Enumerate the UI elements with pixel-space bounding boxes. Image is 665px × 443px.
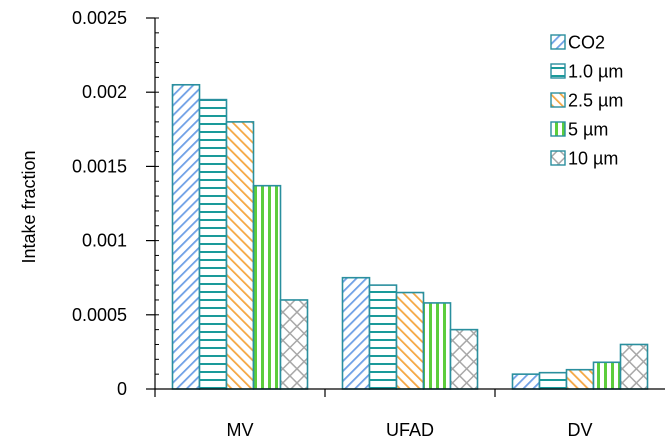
x-tick-label: UFAD [386, 420, 434, 440]
legend-label: 5 µm [568, 120, 608, 140]
y-tick-label: 0.001 [82, 231, 127, 251]
axes-group: 0 0.0005 0.001 0.0015 0.002 0.0025 MV UFAD DV [72, 8, 665, 440]
bar [565, 368, 595, 390]
bars-group [171, 83, 649, 390]
bar [341, 276, 371, 390]
bar [198, 98, 228, 390]
bar [395, 291, 425, 390]
y-tick-label: 0.002 [82, 82, 127, 102]
y-tick-label: 0.0015 [72, 156, 127, 176]
bar [368, 284, 398, 390]
legend-swatch [550, 121, 566, 137]
bar [449, 328, 479, 390]
y-tick-label: 0.0005 [72, 305, 127, 325]
legend-swatch [550, 63, 566, 79]
bar [592, 361, 622, 390]
legend-swatch [550, 34, 566, 50]
x-tick-label: MV [227, 420, 254, 440]
legend-label: 10 µm [568, 149, 618, 169]
bar [422, 302, 452, 390]
legend: CO2 1.0 µm 2.5 µm 5 µm 10 µm [550, 33, 623, 169]
bar [538, 371, 568, 390]
legend-swatch [550, 92, 566, 108]
y-tick-label: 0.0025 [72, 8, 127, 28]
bar [252, 184, 282, 390]
bar [619, 343, 649, 390]
bar [511, 373, 541, 390]
legend-swatch [550, 150, 566, 166]
bar [171, 83, 201, 390]
y-tick-label: 0 [117, 379, 127, 399]
y-axis-title: Intake fraction [19, 150, 39, 263]
bar [225, 121, 255, 390]
x-tick-label: DV [567, 420, 592, 440]
legend-label: 2.5 µm [568, 91, 623, 111]
legend-label: CO2 [568, 33, 605, 53]
bar [279, 299, 309, 390]
legend-label: 1.0 µm [568, 62, 623, 82]
